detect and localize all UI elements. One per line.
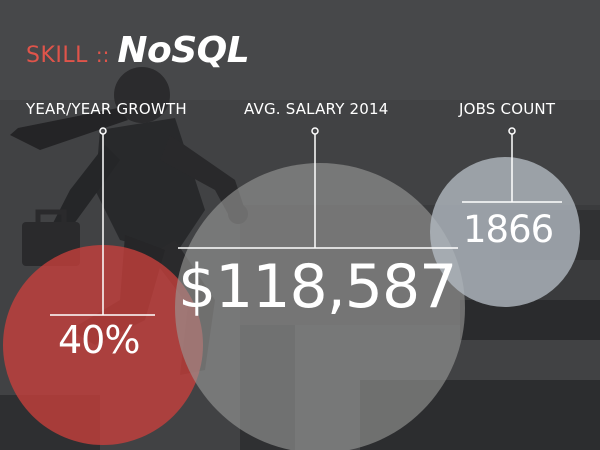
title-separator: ::	[95, 43, 110, 67]
salary-connector-dot	[311, 127, 319, 135]
skill-name: NoSQL	[117, 30, 250, 71]
bg-tile	[460, 300, 600, 340]
salary-circle	[175, 163, 465, 450]
page-title: SKILL :: NoSQL	[26, 30, 250, 71]
jobs-circle	[430, 157, 580, 307]
growth-label: YEAR/YEAR GROWTH	[26, 100, 187, 118]
skill-label: SKILL	[26, 43, 88, 68]
growth-circle	[3, 245, 203, 445]
salary-label: AVG. SALARY 2014	[244, 100, 389, 118]
jobs-label: JOBS COUNT	[459, 100, 556, 118]
salary-value: $118,587	[178, 252, 457, 322]
growth-connector-dot	[99, 127, 107, 135]
jobs-connector-dot	[508, 127, 516, 135]
growth-value: 40%	[58, 318, 140, 362]
jobs-value: 1866	[463, 208, 554, 251]
connector-lines	[50, 131, 562, 316]
